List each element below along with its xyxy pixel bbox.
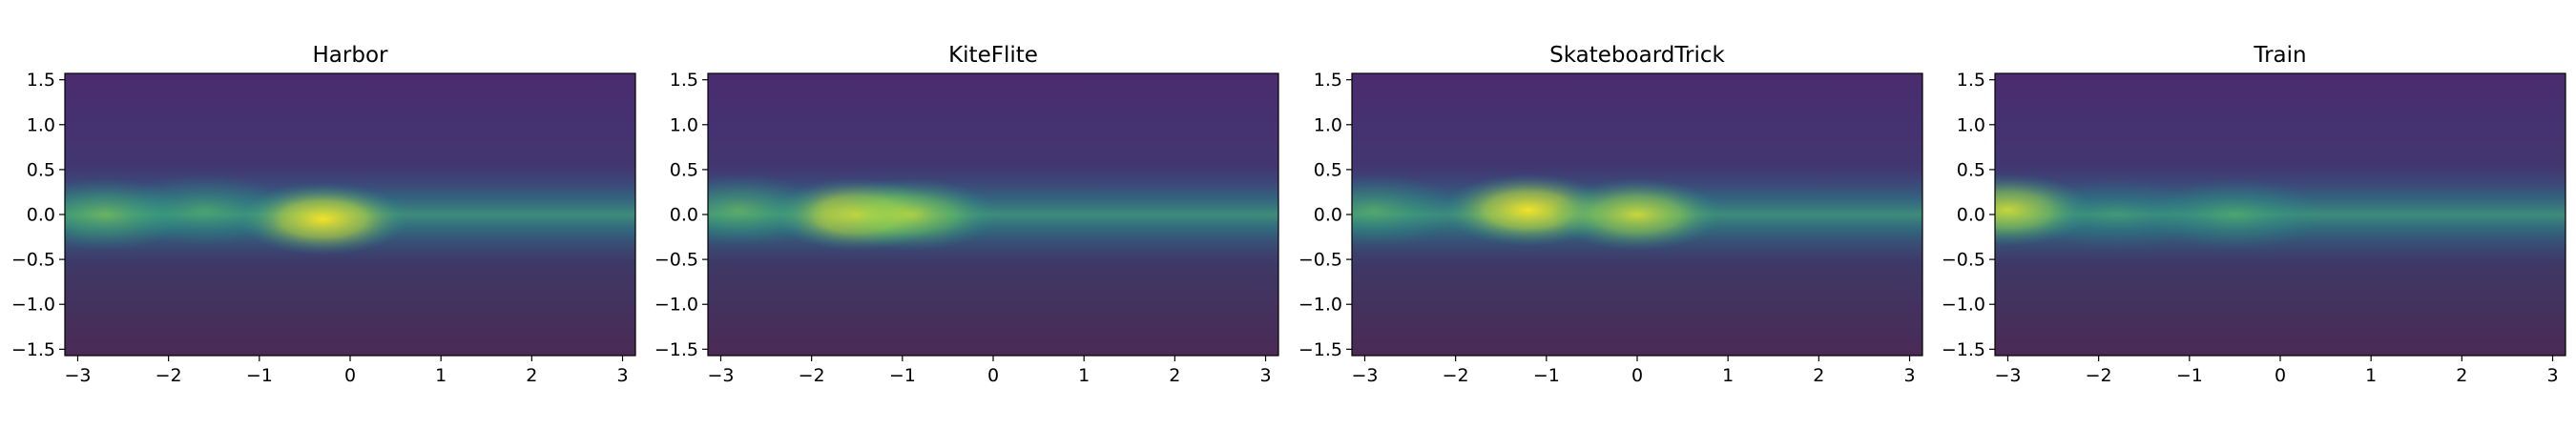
x-tick-label: −3: [1351, 365, 1378, 386]
heatmap-area: [65, 73, 635, 356]
panel-skateboardtrick: SkateboardTrick −3 −2 −1 0 1 2 3 −1.5 −1.0 −0.5 0.0…: [1298, 43, 1923, 386]
y-tick-label: −1.0: [654, 295, 698, 316]
y-tick-label: 0.0: [1314, 205, 1342, 226]
y-tick-label: 0.0: [670, 205, 698, 226]
hotspot: [2030, 178, 2203, 251]
y-tick-label: 1.0: [670, 114, 698, 135]
x-tick-label: −1: [2176, 365, 2203, 386]
y-tick-label: 1.5: [27, 70, 55, 91]
heatmap-area: [1995, 73, 2566, 356]
heatmap-area: [1352, 73, 1922, 356]
x-tick-label: 0: [1631, 365, 1643, 386]
panel-kiteflite: KiteFlite −3 −2 −1 0 1 2 3 −1.5 −1.0 −0.5 0.0 0.5 1.0…: [654, 43, 1279, 386]
y-tick-label: 1.5: [1957, 70, 1985, 91]
x-tick-label: 1: [1078, 365, 1090, 386]
y-tick-label: −0.5: [11, 250, 55, 271]
x-tick-label: −1: [889, 365, 916, 386]
y-tick-label: 0.5: [670, 159, 698, 180]
y-tick-label: −0.5: [654, 250, 698, 271]
panel-train: Train −3 −2 −1 0 1 2 3 −1.5 −1.0 −0.5 0.0 0.5 1.0 1.5: [1942, 43, 2566, 386]
hotspot: [708, 174, 825, 247]
x-tick-label: −1: [1533, 365, 1560, 386]
x-tick-label: 3: [2546, 365, 2558, 386]
panel-harbor: Harbor −3 −2 −1 0 1 2 3 −1.5 −1.0 −0.5 0.0 0.5 1.0 1.5: [11, 43, 636, 386]
hotspot: [1551, 178, 1723, 251]
x-tick-label: −1: [246, 365, 273, 386]
x-tick-label: 3: [616, 365, 628, 386]
y-tick-label: −1.0: [11, 295, 55, 316]
x-tick-label: 0: [2275, 365, 2286, 386]
y-tick-label: 1.5: [1314, 70, 1342, 91]
hotspot: [825, 178, 998, 251]
x-tick-label: 3: [1903, 365, 1915, 386]
x-tick-label: 0: [344, 365, 356, 386]
x-tick-label: 2: [526, 365, 537, 386]
y-tick-label: −1.5: [1298, 339, 1342, 360]
x-tick-label: 3: [1259, 365, 1271, 386]
x-tick-label: 1: [2365, 365, 2377, 386]
panel-title: SkateboardTrick: [1549, 43, 1725, 68]
y-tick-label: 1.0: [27, 114, 55, 135]
x-tick-label: −2: [2086, 365, 2112, 386]
x-tick-label: −2: [1443, 365, 1469, 386]
y-tick-label: 0.0: [27, 205, 55, 226]
x-tick-label: 1: [1722, 365, 1734, 386]
y-tick-label: −0.5: [1298, 250, 1342, 271]
x-tick-label: 2: [1169, 365, 1180, 386]
x-tick-label: 2: [2456, 365, 2467, 386]
panel-title: Harbor: [313, 43, 389, 68]
y-tick-label: 0.5: [1314, 159, 1342, 180]
panel-title: Train: [2253, 43, 2306, 68]
x-tick-label: −2: [799, 365, 825, 386]
y-tick-label: 0.5: [27, 159, 55, 180]
x-tick-label: −3: [64, 365, 91, 386]
x-tick-label: −3: [707, 365, 734, 386]
x-tick-label: 2: [1813, 365, 1824, 386]
y-tick-label: −1.5: [654, 339, 698, 360]
x-tick-label: 0: [987, 365, 999, 386]
hotspot: [118, 174, 291, 247]
y-tick-label: −0.5: [1942, 250, 1985, 271]
panels: Harbor −3 −2 −1 0 1 2 3 −1.5 −1.0 −0.5 0.0 0.5 1.0 1.5…: [11, 43, 2566, 386]
y-tick-label: −1.0: [1942, 295, 1985, 316]
x-tick-label: −2: [156, 365, 182, 386]
hotspot: [1352, 174, 1460, 247]
heatmap-area: [708, 73, 1278, 356]
x-tick-label: 1: [435, 365, 447, 386]
y-tick-label: 1.0: [1957, 114, 1985, 135]
y-tick-label: 1.0: [1314, 114, 1342, 135]
y-tick-label: −1.5: [1942, 339, 1985, 360]
hotspot: [2149, 178, 2321, 251]
x-tick-label: −3: [1994, 365, 2021, 386]
y-tick-label: 0.0: [1957, 205, 1985, 226]
y-tick-label: 0.5: [1957, 159, 1985, 180]
y-tick-label: −1.5: [11, 339, 55, 360]
y-tick-label: 1.5: [670, 70, 698, 91]
y-tick-label: −1.0: [1298, 295, 1342, 316]
panel-title: KiteFlite: [948, 43, 1038, 68]
